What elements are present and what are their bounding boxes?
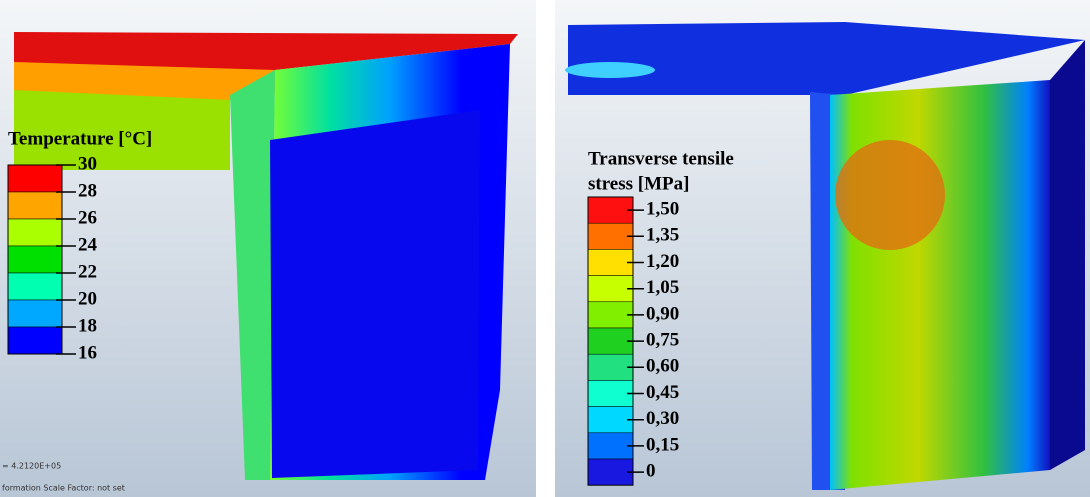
footer-text: = 4.2120E+05 [2,462,61,471]
legend-swatch [8,273,62,300]
legend-swatch [8,246,62,273]
legend-swatch [8,165,62,192]
legend-label: 22 [78,261,97,282]
legend-label: 0,60 [646,356,679,377]
wall-face [830,80,1050,490]
legend-swatch [588,380,633,406]
legend-label: 1,35 [646,225,679,246]
legend-swatch [588,354,633,380]
right-panel [555,0,1090,497]
legend-swatch [588,302,633,328]
wall-core [270,110,480,478]
legend-swatch [8,219,62,246]
stress-spot [565,62,655,78]
stress-peak [835,140,945,250]
legend-label: 28 [78,180,97,201]
legend-title: Temperature [°C] [8,128,152,149]
legend-label: 16 [78,342,97,363]
legend-label: 0,30 [646,408,679,429]
legend-swatch [588,328,633,354]
legend-label: 1,50 [646,198,679,219]
legend-swatch [588,197,633,223]
legend-label: 20 [78,288,97,309]
legend-swatch [588,276,633,302]
legend-title: Transverse tensile [588,148,734,169]
legend-label: 18 [78,315,97,336]
footer-text: formation Scale Factor: not set [2,484,125,493]
legend-label: 1,05 [646,277,679,298]
legend-label: 0 [646,460,656,481]
wall-side [1050,40,1085,470]
legend-label: 0,15 [646,434,679,455]
legend-swatch [8,327,62,354]
legend-label: 26 [78,207,97,228]
legend-label: 1,20 [646,251,679,272]
legend-swatch [588,223,633,249]
page: Temperature [°C] 30 28 26 24 22 20 18 16 = 4.2120… [0,0,1090,497]
legend-swatch [588,433,633,459]
legend-label: 0,90 [646,303,679,324]
legend-label: 24 [78,234,98,255]
legend-swatch [588,407,633,433]
legend-swatch [588,459,633,485]
legend-swatch [8,300,62,327]
legend-swatch [588,249,633,275]
legend-title: stress [MPa] [588,173,689,194]
legend-label: 0,75 [646,329,679,350]
legend-label: 0,45 [646,382,679,403]
legend-label: 30 [78,153,97,174]
legend-swatch [8,192,62,219]
